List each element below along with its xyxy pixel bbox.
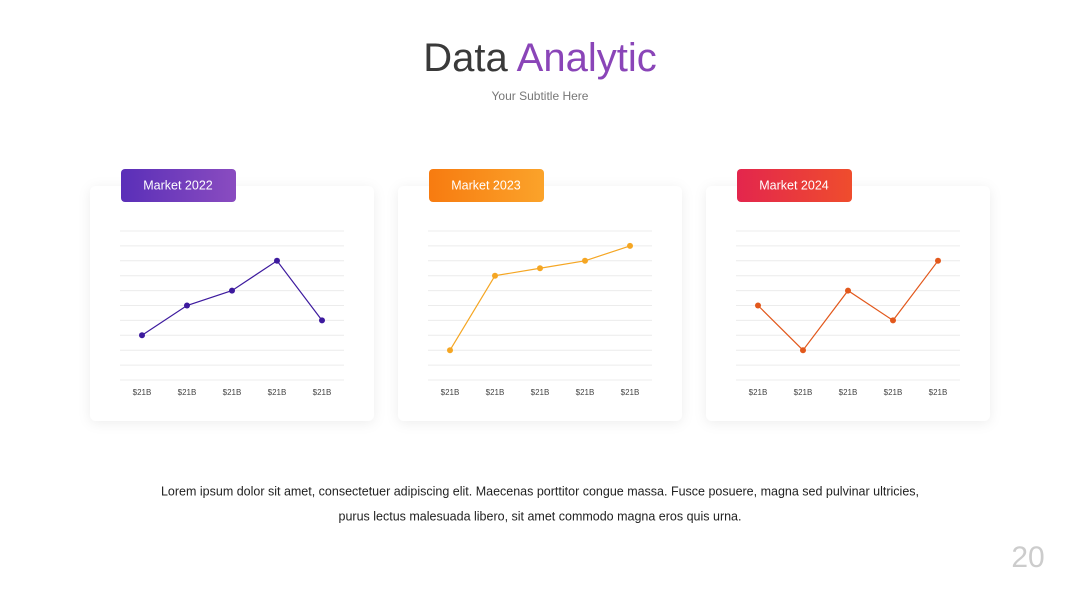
card [706, 186, 990, 421]
x-tick-label: $21B [929, 388, 948, 397]
point [139, 332, 145, 339]
x-tick-label: $21B [531, 388, 550, 397]
x-tick-label: $21B [839, 388, 858, 397]
badge [121, 169, 236, 202]
card [398, 186, 682, 421]
x-tick-label: $21B [223, 388, 242, 397]
title: Data Analytic [423, 36, 656, 80]
x-tick-label: $21B [268, 388, 287, 397]
point [229, 287, 235, 294]
x-tick-label: $21B [576, 388, 595, 397]
point [755, 302, 761, 309]
badge-label: Market 2022 [143, 178, 213, 192]
x-tick-label: $21B [441, 388, 460, 397]
point [274, 257, 280, 264]
badge-label: Market 2023 [451, 178, 521, 192]
title-part: Analytic [517, 36, 657, 80]
point [319, 317, 325, 324]
x-tick-label: $21B [794, 388, 813, 397]
badge [737, 169, 852, 202]
x-tick-label: $21B [486, 388, 505, 397]
point [845, 287, 851, 294]
point [935, 257, 941, 264]
x-tick-label: $21B [749, 388, 768, 397]
point [800, 347, 806, 354]
x-tick-label: $21B [313, 388, 332, 397]
x-tick-label: $21B [884, 388, 903, 397]
point [890, 317, 896, 324]
badge [429, 169, 544, 202]
point [582, 257, 588, 264]
point [447, 347, 453, 354]
x-tick-label: $21B [178, 388, 197, 397]
x-tick-label: $21B [621, 388, 640, 397]
point [184, 302, 190, 309]
page-number: 20 [1011, 541, 1044, 574]
subtitle: Your Subtitle Here [492, 89, 589, 103]
x-tick-label: $21B [133, 388, 152, 397]
point [492, 272, 498, 279]
point [627, 242, 633, 249]
title-part: Data [423, 36, 508, 80]
body-text: purus lectus malesuada libero, sit amet … [339, 509, 742, 523]
badge-label: Market 2024 [759, 178, 829, 192]
card [90, 186, 374, 421]
point [537, 265, 543, 272]
body-text: Lorem ipsum dolor sit amet, consectetuer… [161, 484, 919, 498]
